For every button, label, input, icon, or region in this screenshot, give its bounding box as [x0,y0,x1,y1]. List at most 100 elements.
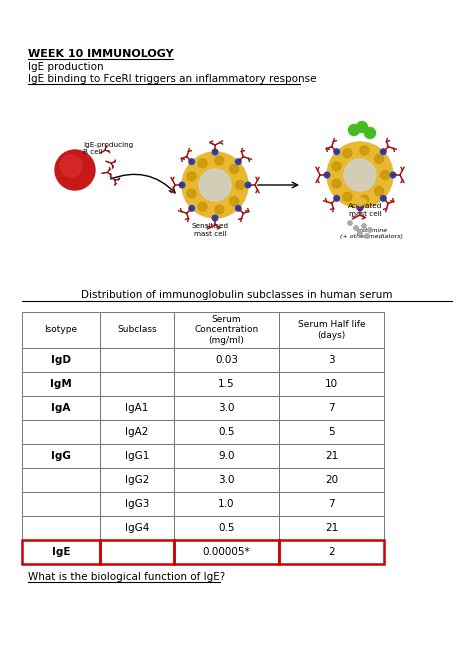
Text: IgG1: IgG1 [125,451,149,461]
Circle shape [360,146,369,155]
Text: 10: 10 [325,379,338,389]
Circle shape [60,155,82,177]
Bar [174,444,279,468]
Bar [100,492,174,516]
Text: IgA: IgA [51,403,71,413]
Circle shape [362,224,366,228]
Bar [22,492,100,516]
Circle shape [55,150,95,190]
Text: 0.03: 0.03 [215,355,238,365]
Text: WEEK 10 IMMUNOLOGY: WEEK 10 IMMUNOLOGY [28,49,173,59]
Circle shape [354,226,358,230]
Text: IgE binding to FceRI triggers an inflammatory response: IgE binding to FceRI triggers an inflamm… [28,74,317,84]
Bar [174,468,279,492]
Circle shape [327,142,393,208]
Bar [100,444,174,468]
Bar [22,312,100,348]
Circle shape [215,205,224,214]
Circle shape [344,159,376,191]
Circle shape [182,152,248,218]
Bar [279,516,384,540]
Text: 1.0: 1.0 [218,499,235,509]
Text: IgE production: IgE production [28,62,104,72]
Circle shape [334,149,339,155]
Circle shape [236,159,241,165]
Circle shape [365,128,375,138]
Text: Sensitised
mast cell: Sensitised mast cell [191,223,228,237]
Circle shape [368,228,372,232]
Text: 7: 7 [328,499,335,509]
Circle shape [198,202,207,211]
Text: 1.5: 1.5 [218,379,235,389]
Bar [279,444,384,468]
Circle shape [189,205,194,211]
Circle shape [381,149,386,155]
Bar [174,372,279,396]
Circle shape [215,156,224,165]
Circle shape [236,181,245,189]
Text: IgM: IgM [50,379,72,389]
Circle shape [187,172,196,181]
Circle shape [199,169,231,201]
Bar [174,492,279,516]
Circle shape [198,159,207,168]
Bar [279,468,384,492]
Bar [22,396,100,420]
Bar [279,312,384,348]
Text: 20: 20 [325,475,338,485]
Circle shape [187,189,196,198]
Circle shape [229,165,238,173]
Text: IgG: IgG [51,451,71,461]
Circle shape [374,187,383,195]
Circle shape [236,205,241,211]
Bar [22,540,100,564]
Text: IgD: IgD [51,355,71,365]
Text: IgA1: IgA1 [125,403,149,413]
Circle shape [245,182,251,188]
Bar [100,468,174,492]
Circle shape [212,149,218,155]
Circle shape [358,231,362,235]
Text: Serum
Concentration
(mg/ml): Serum Concentration (mg/ml) [194,315,259,345]
Text: Isotype: Isotype [45,326,78,334]
Bar [100,540,174,564]
Text: 0.5: 0.5 [218,427,235,437]
Text: What is the biological function of IgE?: What is the biological function of IgE? [28,572,225,582]
Bar [279,348,384,372]
Circle shape [356,122,367,132]
Circle shape [332,162,341,171]
Circle shape [348,221,352,225]
Bar [174,516,279,540]
Text: histamine
(+ other mediators): histamine (+ other mediators) [340,228,403,240]
Circle shape [229,197,238,205]
Text: 3: 3 [328,355,335,365]
Bar [22,420,100,444]
Circle shape [390,172,396,178]
Text: Activated
mast cell: Activated mast cell [348,203,382,217]
Bar [22,516,100,540]
Text: Serum Half life
(days): Serum Half life (days) [298,320,365,340]
Text: 7: 7 [328,403,335,413]
Text: 21: 21 [325,451,338,461]
Circle shape [343,149,352,158]
Bar [22,348,100,372]
Text: IgE-producing
B cell: IgE-producing B cell [83,142,133,155]
Text: 9.0: 9.0 [218,451,235,461]
Text: Subclass: Subclass [117,326,157,334]
Circle shape [381,171,390,179]
Text: 21: 21 [325,523,338,533]
Circle shape [189,159,194,165]
Circle shape [348,124,359,136]
Bar [100,348,174,372]
Bar [22,372,100,396]
Circle shape [374,155,383,163]
Wedge shape [353,198,367,206]
Circle shape [357,205,363,211]
Bar [100,396,174,420]
Bar [100,312,174,348]
Bar [279,372,384,396]
Bar [100,420,174,444]
Text: IgG4: IgG4 [125,523,149,533]
Circle shape [343,192,352,201]
Circle shape [334,195,339,201]
